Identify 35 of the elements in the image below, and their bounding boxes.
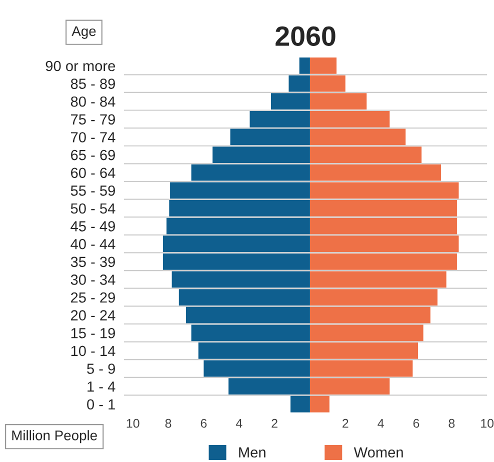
chart-title: 2060 — [276, 26, 336, 46]
y-tick-label: 55 - 59 — [70, 186, 115, 196]
y-tick-label: 25 - 29 — [70, 292, 115, 303]
x-tick-label: 6 — [200, 418, 207, 428]
y-tick-label: 50 - 54 — [70, 203, 116, 214]
y-tick-label: 20 - 24 — [70, 310, 116, 320]
y-tick-label: 10 - 14 — [71, 346, 116, 356]
y-tick-label: 90 or more — [46, 60, 116, 72]
legend-label: Women — [354, 447, 403, 458]
x-tick-label: 6 — [413, 418, 420, 428]
y-tick-label: 80 - 84 — [70, 96, 116, 107]
y-tick-label: 85 - 89 — [70, 78, 115, 89]
x-tick-label: 4 — [378, 419, 384, 428]
x-tick-label: 2 — [272, 418, 278, 428]
y-tick-label: 40 - 44 — [70, 238, 116, 250]
legend-label: Men — [239, 447, 266, 458]
x-tick-label: 8 — [165, 418, 172, 428]
y-tick-label: 15 - 19 — [71, 328, 115, 338]
y-tick-label: 70 - 74 — [71, 132, 116, 142]
y-axis-title: Age — [72, 26, 96, 39]
y-tick-label: 60 - 64 — [71, 168, 116, 178]
x-axis-title: Million People — [12, 430, 97, 444]
y-tick-label: 35 - 39 — [70, 256, 115, 268]
y-tick-label: 30 - 34 — [70, 274, 116, 285]
y-tick-label: 45 - 49 — [70, 221, 115, 232]
x-tick-label: 10 — [481, 418, 494, 428]
x-tick-label: 8 — [448, 418, 455, 428]
y-tick-label: 1 - 4 — [88, 382, 116, 392]
y-tick-label: 65 - 69 — [71, 150, 115, 160]
y-tick-label: 75 - 79 — [71, 114, 115, 125]
x-tick-label: 2 — [342, 418, 348, 428]
y-tick-label: 0 - 1 — [87, 399, 115, 410]
y-tick-label: 5 - 9 — [87, 364, 115, 374]
x-tick-label: 4 — [236, 419, 242, 428]
x-tick-label: 10 — [126, 418, 140, 428]
